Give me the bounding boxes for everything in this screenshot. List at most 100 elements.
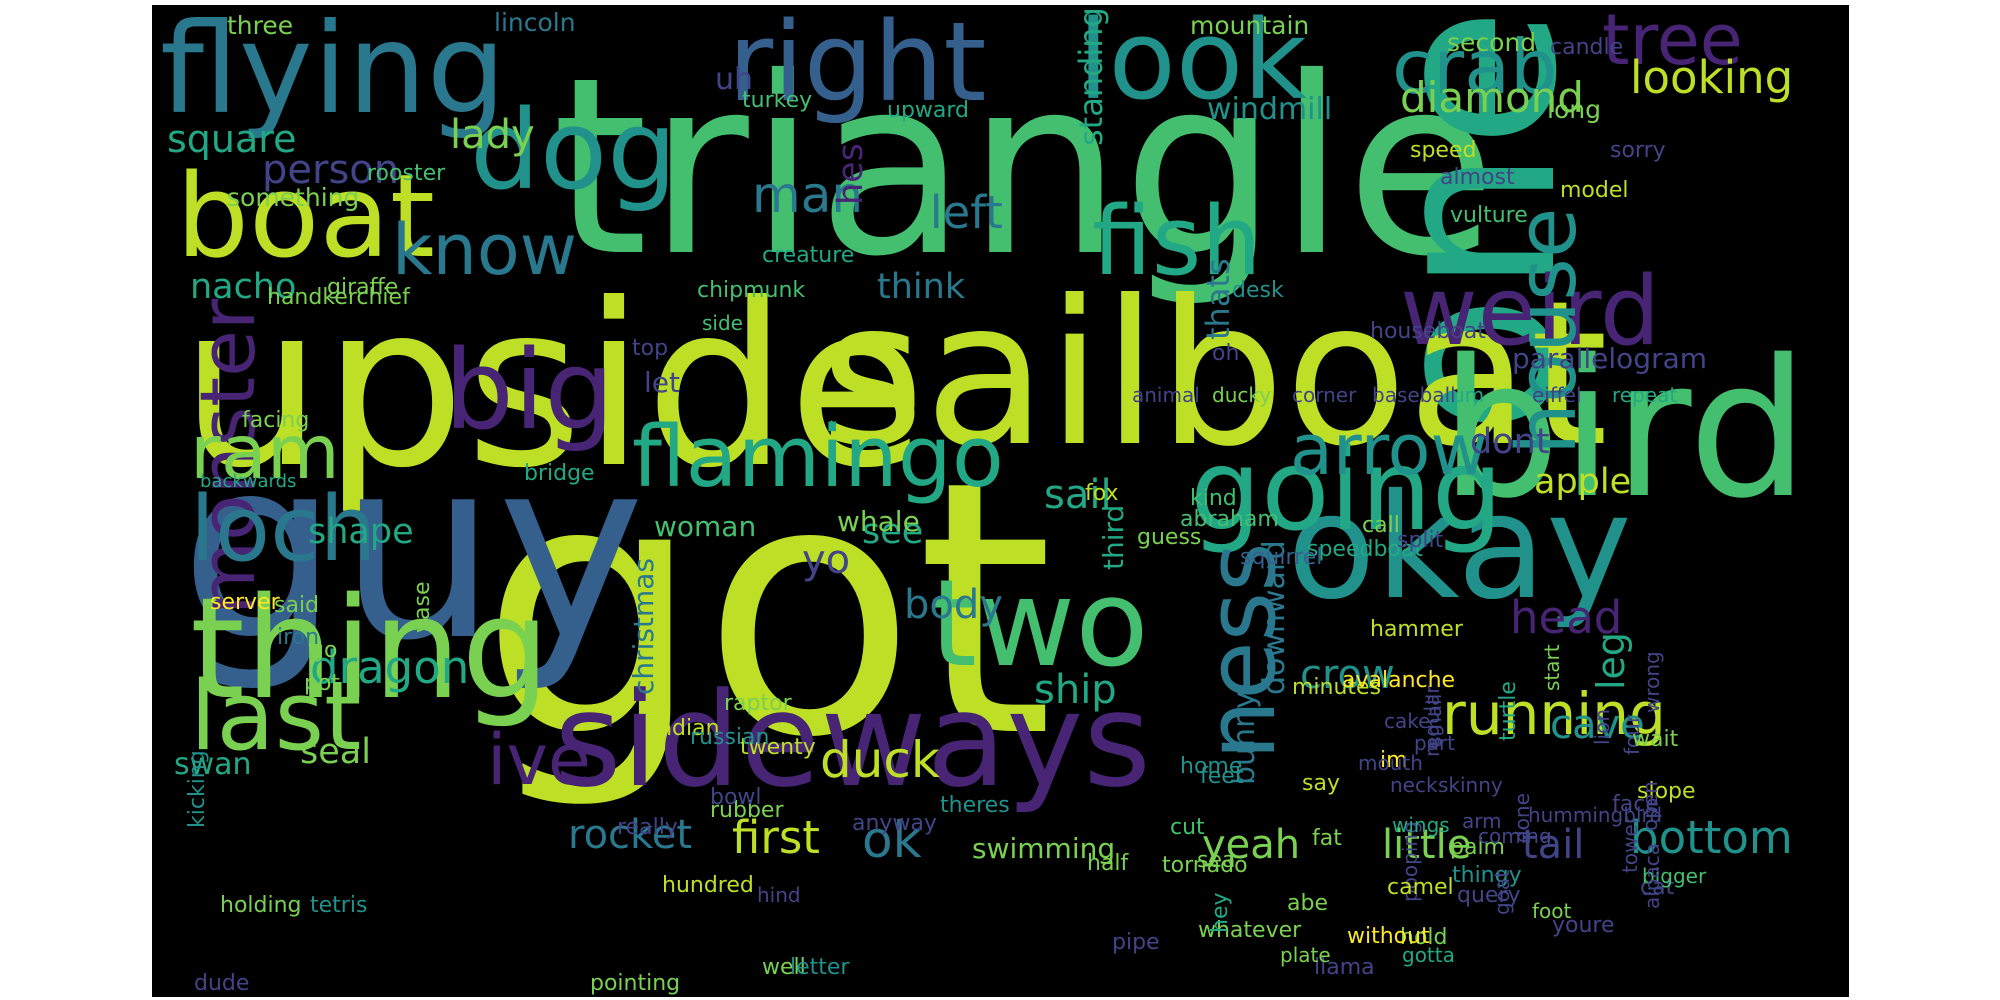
word-youre: youre [1552, 913, 1615, 938]
word-woman: woman [654, 510, 757, 543]
word-backwards: backwards [200, 471, 297, 492]
word-bottom: bottom [1630, 811, 1793, 864]
word-tower: tower [1618, 816, 1642, 873]
word-swimming: swimming [972, 832, 1116, 865]
word-dog: dog [470, 86, 677, 214]
word-three: three [227, 11, 294, 40]
word-kind: kind [1190, 486, 1237, 511]
word-hind: hind [757, 883, 801, 907]
word-mouth: mouth [1358, 751, 1423, 775]
word-abe: abe [1287, 891, 1328, 916]
word-say: say [1302, 771, 1340, 796]
word-said: said [274, 593, 320, 618]
word-feet: feet [1200, 764, 1244, 789]
word-triangle: triangle [552, 25, 1497, 310]
word-home: home [1180, 754, 1243, 779]
word-crab: crab [1392, 23, 1558, 111]
word-square: square [167, 117, 297, 161]
word-uh: uh [715, 62, 754, 97]
word-twenty: twenty [740, 735, 816, 760]
word-call: call [1362, 513, 1400, 538]
word-hummingbird: hummingbird [1528, 803, 1663, 827]
word-split: split [1397, 528, 1444, 553]
word-let: let [644, 366, 680, 399]
word-upside: upside [180, 256, 927, 518]
word-standing: standing [1072, 7, 1110, 146]
word-hundred: hundred [662, 873, 754, 898]
word-face: face [1612, 792, 1659, 817]
word-eiffel: eiffel [1532, 383, 1582, 407]
word-turkey: turkey [742, 88, 813, 113]
word-parallelogram: parallelogram [1512, 342, 1708, 375]
word-houseboat: houseboat [1370, 319, 1486, 344]
word-oh: oh [1212, 341, 1240, 366]
word-go: go [310, 638, 338, 663]
word-loch: loch [190, 477, 377, 582]
word-shape: shape [308, 512, 414, 552]
word-second: second [1447, 28, 1537, 57]
word-yeah: yeah [1202, 822, 1301, 868]
word-two: two [930, 555, 1149, 694]
word-cat: cat [1640, 875, 1675, 900]
word-plate: plate [1280, 943, 1331, 967]
word-desk: desk [1232, 278, 1284, 303]
word-rocket: rocket [568, 812, 693, 858]
word-first: first [732, 811, 820, 864]
word-going: going [1190, 426, 1503, 556]
word-animal: animal [1132, 383, 1200, 407]
word-rooster: rooster [367, 161, 446, 186]
word-head: head [1510, 591, 1623, 644]
word-neck: neck [1390, 773, 1438, 797]
word-thingy: thingy [1452, 863, 1522, 888]
word-gotta: gotta [1402, 943, 1455, 967]
word-thing: thing [190, 568, 551, 731]
word-big: big [444, 326, 615, 454]
word-got: got [480, 406, 1054, 814]
word-creature: creature [762, 243, 855, 268]
word-mountain: mountain [1190, 11, 1310, 40]
word-whatever: whatever [1198, 918, 1302, 943]
word-rubber: rubber [710, 798, 784, 823]
word-camel: camel [1387, 875, 1454, 900]
word-running: running [1442, 680, 1666, 748]
word-cloud: got triangle upside one guy sailboat bird flyin… [152, 5, 1849, 997]
word-raptor: raptor [724, 691, 792, 716]
word-minutes: minutes [1292, 675, 1382, 700]
word-leg: leg [1589, 631, 1633, 690]
word-sideways: sideways [554, 664, 1151, 816]
word-russian: russian [690, 725, 770, 750]
word-know: know [392, 209, 577, 291]
word-part: part [1414, 731, 1456, 755]
word-skinny: skinny [1438, 773, 1503, 797]
word-sailboat: sailboat [820, 258, 1609, 491]
word-pot: pot [304, 671, 341, 696]
word-bird: bird [1440, 319, 1809, 540]
word-small: small [1422, 693, 1446, 747]
word-im: im [1380, 748, 1408, 773]
word-looking: looking [1630, 51, 1794, 104]
word-corner: corner [1292, 383, 1357, 407]
word-without: without [1347, 924, 1430, 949]
word-iron: iron [277, 625, 320, 650]
word-coming: coming [1478, 824, 1552, 848]
word-sorry: sorry [1610, 138, 1666, 163]
word-left: left [930, 186, 1003, 239]
word-house: house [1500, 207, 1595, 455]
word-whale: whale [837, 505, 920, 538]
word-upward: upward [887, 98, 970, 123]
word-start: start [1540, 644, 1564, 691]
word-half: half [1087, 851, 1129, 876]
word-guess: guess [1137, 525, 1202, 550]
word-query: query [1457, 883, 1521, 908]
word-windmill: windmill [1207, 92, 1333, 127]
word-speedboat: speedboat [1307, 537, 1423, 562]
word-candle: candle [1550, 35, 1624, 60]
word-vase: vase [410, 581, 435, 634]
word-little: little [1382, 822, 1472, 868]
word-body: body [904, 582, 1003, 628]
word-lion: lion [1590, 708, 1614, 745]
word-dragon: dragon [310, 641, 470, 694]
word-bigger: bigger [1642, 864, 1707, 888]
word-christmas: christmas [627, 557, 660, 695]
word-slope: slope [1637, 779, 1696, 804]
